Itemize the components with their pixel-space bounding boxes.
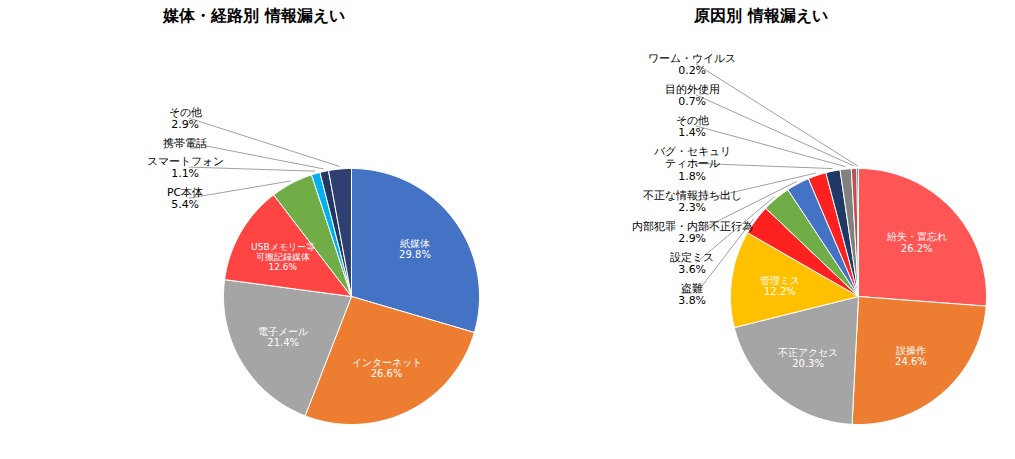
svg-text:電子メール21.4%: 電子メール21.4% <box>258 326 308 349</box>
html-text:媒体・経路別 情報漏えい: 媒体・経路別 情報漏えい <box>163 6 345 25</box>
svg-text:不正アクセス20.3%: 不正アクセス20.3% <box>778 347 838 370</box>
svg-text:USBメモリー等可搬記録媒体12.6%: USBメモリー等可搬記録媒体12.6% <box>251 242 314 273</box>
svg-text:内部犯罪・内部不正行為2.9%: 内部犯罪・内部不正行為2.9% <box>632 220 753 246</box>
svg-text:PC本体5.4%: PC本体5.4% <box>167 186 203 212</box>
svg-text:ワーム・ウイルス0.2%: ワーム・ウイルス0.2% <box>648 52 736 78</box>
svg-text:携帯電話: 携帯電話 <box>163 137 207 150</box>
svg-text:盗難3.8%: 盗難3.8% <box>678 282 706 308</box>
svg-text:紙媒体29.8%: 紙媒体29.8% <box>399 238 431 261</box>
svg-text:目的外使用0.7%: 目的外使用0.7% <box>665 83 720 109</box>
svg-text:バグ・セキュリティホール1.8%: バグ・セキュリティホール1.8% <box>653 145 731 183</box>
svg-text:その他2.9%: その他2.9% <box>168 106 201 132</box>
svg-text:不正な情報持ち出し2.3%: 不正な情報持ち出し2.3% <box>643 189 742 215</box>
html-text:原因別 情報漏えい: 原因別 情報漏えい <box>694 6 828 25</box>
svg-text:その他1.4%: その他1.4% <box>676 114 709 140</box>
svg-text:インターネット26.6%: インターネット26.6% <box>351 357 421 380</box>
svg-text:誤操作24.6%: 誤操作24.6% <box>895 345 927 368</box>
svg-text:紛失・置忘れ26.2%: 紛失・置忘れ26.2% <box>886 231 947 254</box>
svg-text:設定ミス3.6%: 設定ミス3.6% <box>670 251 714 277</box>
svg-text:管理ミス12.2%: 管理ミス12.2% <box>760 274 800 297</box>
svg-text:スマートフォン1.1%: スマートフォン1.1% <box>146 155 223 181</box>
